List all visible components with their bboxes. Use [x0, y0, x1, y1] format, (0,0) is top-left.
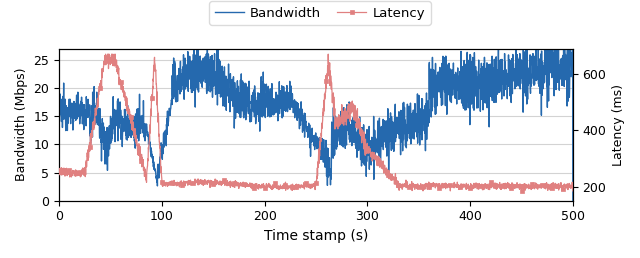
- Legend: Bandwidth, Latency: Bandwidth, Latency: [209, 2, 431, 25]
- Y-axis label: Latency (ms): Latency (ms): [612, 84, 625, 166]
- Y-axis label: Bandwidth (Mbps): Bandwidth (Mbps): [15, 68, 28, 181]
- X-axis label: Time stamp (s): Time stamp (s): [264, 229, 368, 243]
